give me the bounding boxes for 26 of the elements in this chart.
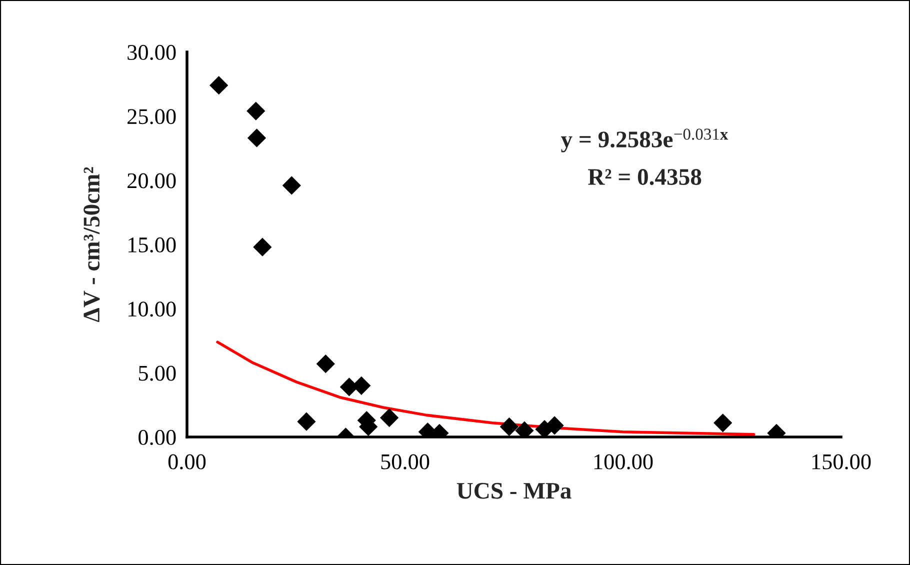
point (500, 417, 519, 436)
y-tick-label: 25.00 (128, 109, 176, 124)
point (714, 414, 732, 432)
line-series (216, 340, 756, 436)
y-tick-label: 0.00 (138, 430, 176, 446)
x-tick-label: 0.00 (168, 454, 206, 470)
point (316, 354, 335, 374)
point (210, 76, 228, 95)
annotation: R² = 0.4358 (588, 169, 702, 186)
point (253, 238, 272, 256)
y-axis-title: ΔV - cm³/50cm² (84, 167, 100, 322)
x-axis-title: UCS - MPa (456, 482, 572, 499)
y-tick-label: 15.00 (128, 237, 176, 253)
point (380, 408, 399, 428)
y-tick-label: 10.00 (128, 302, 176, 317)
y-tick-label: 20.00 (128, 173, 176, 188)
x-tick-label: 50.00 (381, 454, 430, 470)
y-tick-label: 30.00 (128, 44, 176, 60)
x-tick-label: 150.00 (812, 454, 871, 470)
y-tick-label: 5.00 (138, 366, 176, 381)
x-tick-label: 100.00 (594, 454, 653, 470)
point (247, 128, 266, 148)
annotation: y = 9.2583e$^{−0.031x}$ (560, 128, 728, 152)
point (282, 176, 301, 195)
point (246, 102, 266, 120)
point (297, 412, 316, 431)
